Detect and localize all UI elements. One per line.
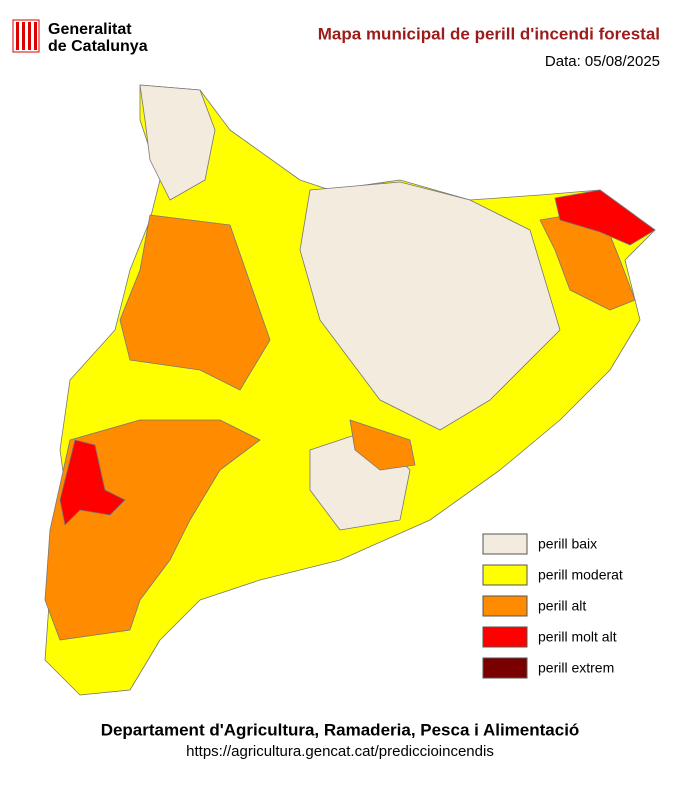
region (554, 189, 656, 246)
region (139, 84, 216, 201)
legend: perill baix perill moderat perill alt peril… (482, 533, 623, 679)
region (59, 439, 126, 526)
map-title: Mapa municipal de perill d'incendi fores… (318, 24, 660, 43)
footer-url: https://agricultura.gencat.cat/prediccio… (186, 743, 494, 760)
legend-label: perill molt alt (538, 629, 617, 645)
logo-text: de Catalunya (48, 38, 148, 55)
region (349, 419, 416, 471)
legend-label: perill alt (538, 598, 586, 614)
legend-label: perill baix (538, 536, 597, 552)
legend-label: perill moderat (538, 567, 623, 583)
logo-icon (12, 19, 40, 53)
map (44, 84, 656, 696)
legend-swatch (482, 595, 528, 617)
legend-swatch (482, 533, 528, 555)
legend-swatch (482, 626, 528, 648)
legend-swatch (482, 657, 528, 679)
logo-text: Generalitat (48, 21, 132, 38)
region (119, 214, 271, 391)
legend-label: perill extrem (538, 660, 614, 676)
footer-department: Departament d'Agricultura, Ramaderia, Pe… (101, 720, 580, 739)
legend-swatch (482, 564, 528, 586)
region (299, 181, 561, 431)
map-date: Data: 05/08/2025 (545, 53, 660, 70)
